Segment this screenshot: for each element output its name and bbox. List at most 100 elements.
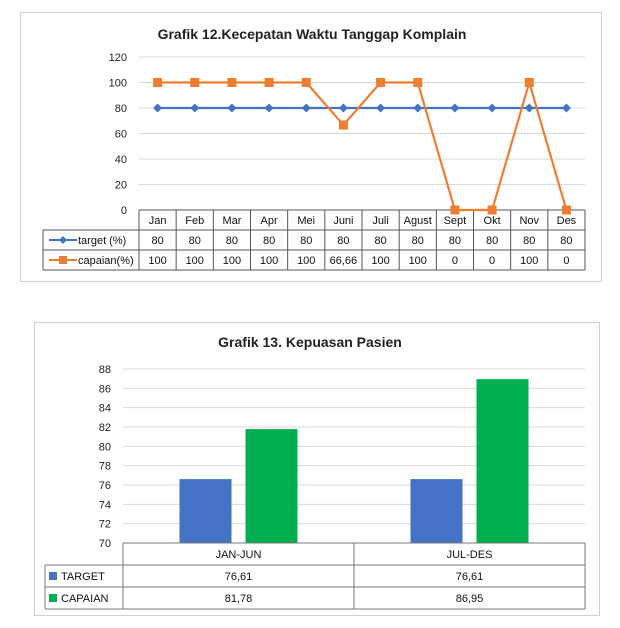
data-label: 80	[189, 235, 201, 247]
data-label: 81,78	[225, 593, 253, 605]
x-tick-label: Jan	[149, 215, 167, 227]
y-tick-label: 86	[99, 383, 111, 395]
data-point	[561, 205, 571, 215]
data-label: 100	[297, 255, 315, 267]
data-label: 100	[223, 255, 241, 267]
data-label: 80	[449, 235, 461, 247]
x-tick-label: Mei	[297, 215, 315, 227]
data-point	[264, 103, 274, 113]
y-tick-label: 20	[115, 180, 127, 192]
data-point	[561, 103, 571, 113]
data-label: 80	[300, 235, 312, 247]
data-label: 100	[186, 255, 204, 267]
y-tick-label: 60	[115, 129, 127, 141]
data-point	[190, 103, 200, 113]
y-tick-label: 0	[121, 205, 127, 217]
y-tick-label: 88	[99, 364, 111, 376]
data-point	[227, 103, 237, 113]
data-point	[301, 78, 311, 87]
bar	[476, 379, 529, 543]
y-tick-label: 80	[99, 441, 111, 453]
data-point	[376, 103, 386, 113]
y-tick-label: 76	[99, 480, 111, 492]
legend-swatch-1	[49, 594, 57, 602]
y-tick-label: 70	[99, 538, 111, 550]
legend-label-0: target (%)	[78, 235, 126, 247]
data-label: 80	[560, 235, 572, 247]
data-point	[338, 120, 348, 130]
chart-13-svg: Grafik 13. Kepuasan Pasien 70 72 74 76 78 80 8…	[44, 334, 586, 610]
chart-13-title: Grafik 13. Kepuasan Pasien	[218, 334, 402, 350]
data-point	[301, 103, 311, 113]
y-tick-label: 40	[115, 154, 127, 166]
legend-label-0: TARGET	[61, 571, 105, 583]
data-point	[376, 78, 386, 87]
data-point	[338, 103, 348, 113]
legend-marker-0	[59, 236, 67, 244]
y-tick-label: 100	[109, 78, 127, 90]
y-tick-label: 78	[99, 461, 111, 473]
bar	[179, 479, 232, 543]
data-label: 100	[148, 255, 166, 267]
data-label: 80	[412, 235, 424, 247]
data-label: 0	[563, 255, 569, 267]
x-tick-label: Nov	[519, 215, 539, 227]
data-label: 0	[452, 255, 458, 267]
chart-12-title: Grafik 12.Kecepatan Waktu Tanggap Kompla…	[158, 26, 467, 42]
chart-13-panel: Grafik 13. Kepuasan Pasien 70 72 74 76 78 80 8…	[34, 322, 600, 616]
data-point	[413, 103, 423, 113]
chart-12-panel: Grafik 12.Kecepatan Waktu Tanggap Kompla…	[20, 12, 602, 282]
data-label: 80	[226, 235, 238, 247]
x-tick-label: Apr	[261, 215, 278, 227]
data-label: 76,61	[225, 571, 253, 583]
data-label: 0	[489, 255, 495, 267]
data-label: 100	[409, 255, 427, 267]
x-tick-label: JAN-JUN	[216, 549, 262, 561]
data-label: 80	[151, 235, 163, 247]
legend-label-1: CAPAIAN	[61, 593, 109, 605]
x-tick-label: Des	[557, 215, 577, 227]
data-point	[264, 78, 274, 87]
data-label: 80	[523, 235, 535, 247]
bar	[245, 429, 298, 543]
x-tick-label: JUL-DES	[447, 549, 493, 561]
data-point	[153, 103, 163, 113]
data-label: 80	[263, 235, 275, 247]
data-label: 80	[486, 235, 498, 247]
x-tick-label: Okt	[484, 215, 501, 227]
y-tick-label: 120	[109, 52, 127, 64]
y-tick-label: 84	[99, 403, 111, 415]
legend-swatch-0	[49, 572, 57, 580]
data-point	[190, 78, 200, 87]
x-tick-label: Feb	[185, 215, 204, 227]
data-point	[227, 78, 237, 87]
data-point	[487, 103, 497, 113]
legend-label-1: capaian(%)	[78, 255, 134, 267]
data-point	[450, 103, 460, 113]
data-label: 80	[374, 235, 386, 247]
bar	[410, 479, 463, 543]
data-point	[524, 103, 534, 113]
data-point	[413, 78, 423, 87]
data-point	[524, 78, 534, 87]
series-line-1	[157, 78, 568, 212]
data-label: 80	[337, 235, 349, 247]
x-tick-label: Mar	[222, 215, 241, 227]
data-label: 100	[260, 255, 278, 267]
data-label: 100	[371, 255, 389, 267]
x-tick-label: Agust	[404, 215, 432, 227]
y-tick-label: 72	[99, 519, 111, 531]
y-tick-label: 74	[99, 499, 111, 511]
x-tick-label: Juni	[333, 215, 353, 227]
data-label: 86,95	[456, 593, 484, 605]
data-point	[450, 205, 460, 215]
data-label: 76,61	[456, 571, 484, 583]
data-point	[487, 205, 497, 215]
data-label: 66,66	[330, 255, 358, 267]
y-tick-label: 80	[115, 103, 127, 115]
y-tick-label: 82	[99, 422, 111, 434]
data-label: 100	[520, 255, 538, 267]
data-point	[153, 78, 163, 87]
x-tick-label: Sept	[444, 215, 467, 227]
x-tick-label: Juli	[372, 215, 389, 227]
